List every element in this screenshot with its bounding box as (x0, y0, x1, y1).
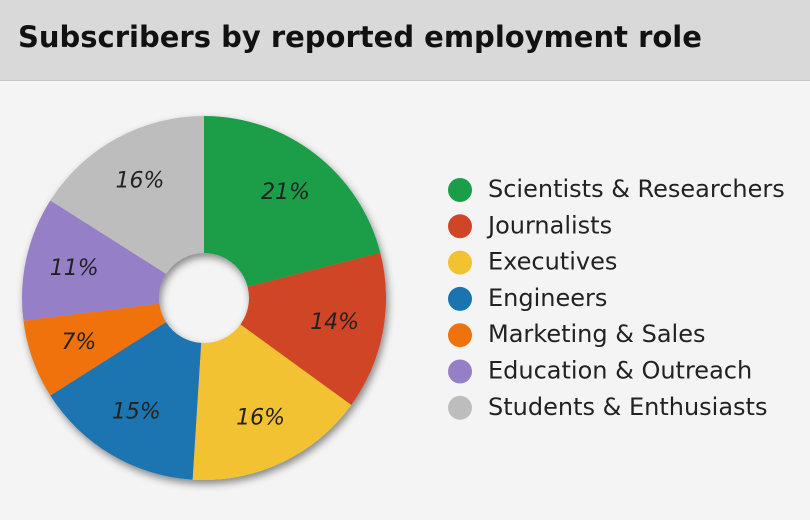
legend-label: Executives (488, 248, 617, 276)
legend-label: Education & Outreach (488, 357, 752, 385)
slice-label: 7% (61, 330, 96, 355)
pie (21, 116, 386, 480)
legend-swatch (448, 178, 472, 202)
legend-swatch (448, 250, 472, 275)
slice (50, 116, 204, 274)
slice (21, 200, 167, 321)
legend-label: Students & Enthusiasts (488, 393, 767, 421)
slice (240, 252, 386, 405)
slice (23, 303, 167, 396)
slice (204, 116, 381, 287)
legend-swatch (448, 323, 472, 348)
chart-title: Subscribers by reported employment role (18, 20, 702, 54)
legend-swatch (448, 214, 472, 239)
legend-swatch (448, 359, 472, 384)
legend-label: Engineers (488, 284, 607, 312)
slice (192, 324, 352, 480)
chart: 21% 14% 16% 15% 7% 11% 16% Scientists & Resear… (21, 116, 785, 480)
legend: Scientists & Researchers Journalists Execu… (448, 175, 785, 421)
slice-label: 16% (236, 405, 285, 430)
slice-label: 11% (50, 256, 99, 281)
legend-label: Scientists & Researchers (488, 175, 785, 203)
legend-label: Marketing & Sales (488, 320, 705, 348)
slice-label: 14% (310, 310, 359, 335)
slice (50, 322, 202, 480)
legend-swatch (448, 395, 472, 420)
slice-label: 21% (261, 180, 310, 205)
slice-label: 15% (112, 399, 161, 424)
header: Subscribers by reported employment role (0, 0, 810, 81)
legend-label: Journalists (486, 211, 612, 239)
labels: 21% 14% 16% 15% 7% 11% 16% (50, 168, 359, 430)
legend-swatch (448, 286, 472, 311)
slice-label: 16% (115, 168, 164, 193)
